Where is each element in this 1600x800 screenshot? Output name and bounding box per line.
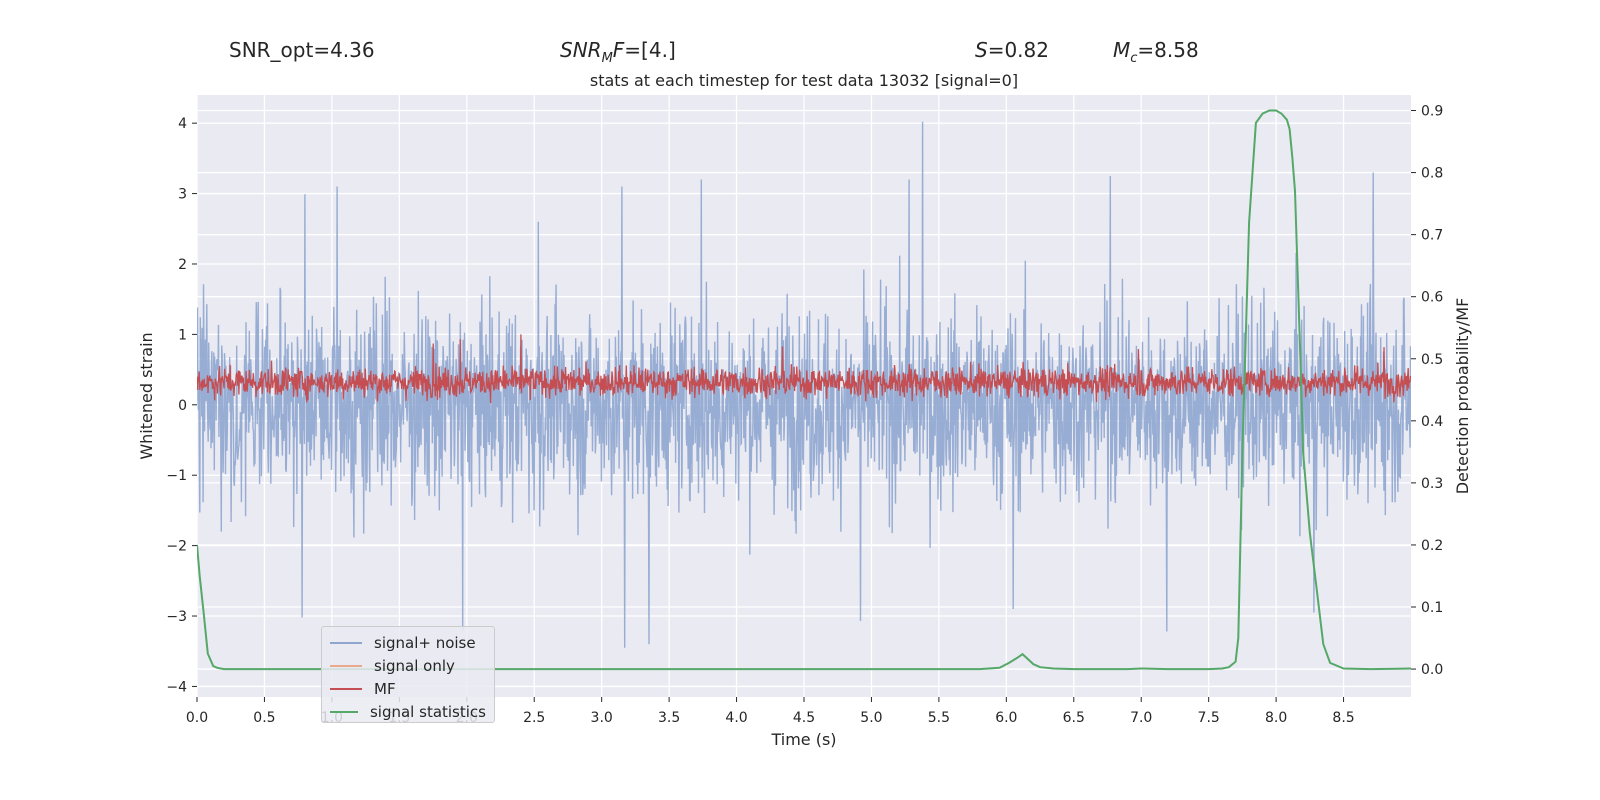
legend-label: signal only <box>374 656 455 675</box>
y-right-tick-label: 0.5 <box>1421 352 1443 368</box>
legend-item: MF <box>330 677 486 700</box>
y-tick-label: 0 <box>178 398 187 414</box>
x-tick-label: 3.5 <box>658 710 680 726</box>
y-tick-label: −4 <box>166 679 187 695</box>
y-axis-right-label: Detection probability/MF <box>1453 298 1472 495</box>
x-tick-label: 6.5 <box>1063 710 1085 726</box>
y-right-tick-label: 0.4 <box>1421 414 1443 430</box>
series-mf <box>197 334 1411 404</box>
s-stat-label: S=0.82 <box>975 38 1049 62</box>
snr-mf-symbol: SNR <box>560 38 602 62</box>
y-axis-left-ticks: −4 −3 −2 −1 0 1 2 3 4 <box>166 116 197 695</box>
y-tick-label: 4 <box>178 116 187 132</box>
x-tick-label: 4.5 <box>793 710 815 726</box>
legend-item: signal+ noise <box>330 631 486 654</box>
x-tick-label: 5.5 <box>928 710 950 726</box>
legend-item: signal only <box>330 654 486 677</box>
y-axis-left-label: Whitened strain <box>137 332 156 459</box>
s-stat-value: =0.82 <box>987 38 1049 62</box>
y-right-tick-label: 0.0 <box>1421 662 1443 678</box>
legend-item: signal statistics <box>330 700 486 723</box>
y-right-tick-label: 0.7 <box>1421 228 1443 244</box>
mc-stat-symbol: M <box>1113 38 1131 62</box>
y-tick-label: 3 <box>178 187 187 203</box>
y-right-tick-label: 0.2 <box>1421 538 1443 554</box>
x-tick-label: 6.0 <box>995 710 1017 726</box>
snr-mf-value: =[4.] <box>624 38 676 62</box>
legend-swatch <box>330 710 358 713</box>
series-signal-statistics <box>197 109 1411 671</box>
y-tick-label: 1 <box>178 327 187 343</box>
x-tick-label: 4.0 <box>725 710 747 726</box>
y-right-tick-label: 0.1 <box>1421 600 1443 616</box>
y-right-tick-label: 0.3 <box>1421 476 1443 492</box>
mc-stat-subscript: c <box>1130 51 1138 66</box>
x-tick-label: 8.0 <box>1265 710 1287 726</box>
x-tick-label: 3.0 <box>591 710 613 726</box>
legend-swatch <box>330 641 362 644</box>
y-axis-right-ticks: 0.0 0.1 0.2 0.3 0.4 0.5 0.6 0.7 0.8 0.9 <box>1411 104 1443 678</box>
chart-legend: signal+ noise signal only MF signal stat… <box>321 626 495 723</box>
legend-label: signal statistics <box>369 702 486 721</box>
x-tick-label: 7.5 <box>1198 710 1220 726</box>
legend-swatch <box>330 687 362 690</box>
x-axis-label: Time (s) <box>770 730 836 749</box>
snr-mf-symbol-f: F <box>612 38 625 62</box>
snr-mf-subscript: M <box>601 51 613 66</box>
s-stat-symbol: S <box>975 38 988 62</box>
y-tick-label: −1 <box>166 468 187 484</box>
legend-swatch <box>330 664 362 667</box>
y-right-tick-label: 0.9 <box>1421 104 1443 120</box>
y-right-tick-label: 0.8 <box>1421 166 1443 182</box>
y-right-tick-label: 0.6 <box>1421 290 1443 306</box>
y-tick-label: 2 <box>178 257 187 273</box>
chart-title: stats at each timestep for test data 130… <box>590 71 1018 90</box>
x-tick-label: 7.0 <box>1130 710 1152 726</box>
y-tick-label: −2 <box>166 539 187 555</box>
mc-stat-value: =8.58 <box>1137 38 1199 62</box>
legend-label: MF <box>374 679 396 698</box>
legend-label: signal+ noise <box>374 633 476 652</box>
x-tick-label: 5.0 <box>860 710 882 726</box>
x-tick-label: 8.5 <box>1332 710 1354 726</box>
mc-stat-label: Mc=8.58 <box>1113 38 1199 66</box>
snr-opt-label: SNR_opt=4.36 <box>229 38 375 62</box>
x-tick-label: 0.5 <box>253 710 275 726</box>
x-tick-label: 0.0 <box>186 710 208 726</box>
series-signal-noise <box>197 121 1411 648</box>
y-tick-label: −3 <box>166 609 187 625</box>
snr-mf-label: SNRMF=[4.] <box>560 38 676 66</box>
x-tick-label: 2.5 <box>523 710 545 726</box>
